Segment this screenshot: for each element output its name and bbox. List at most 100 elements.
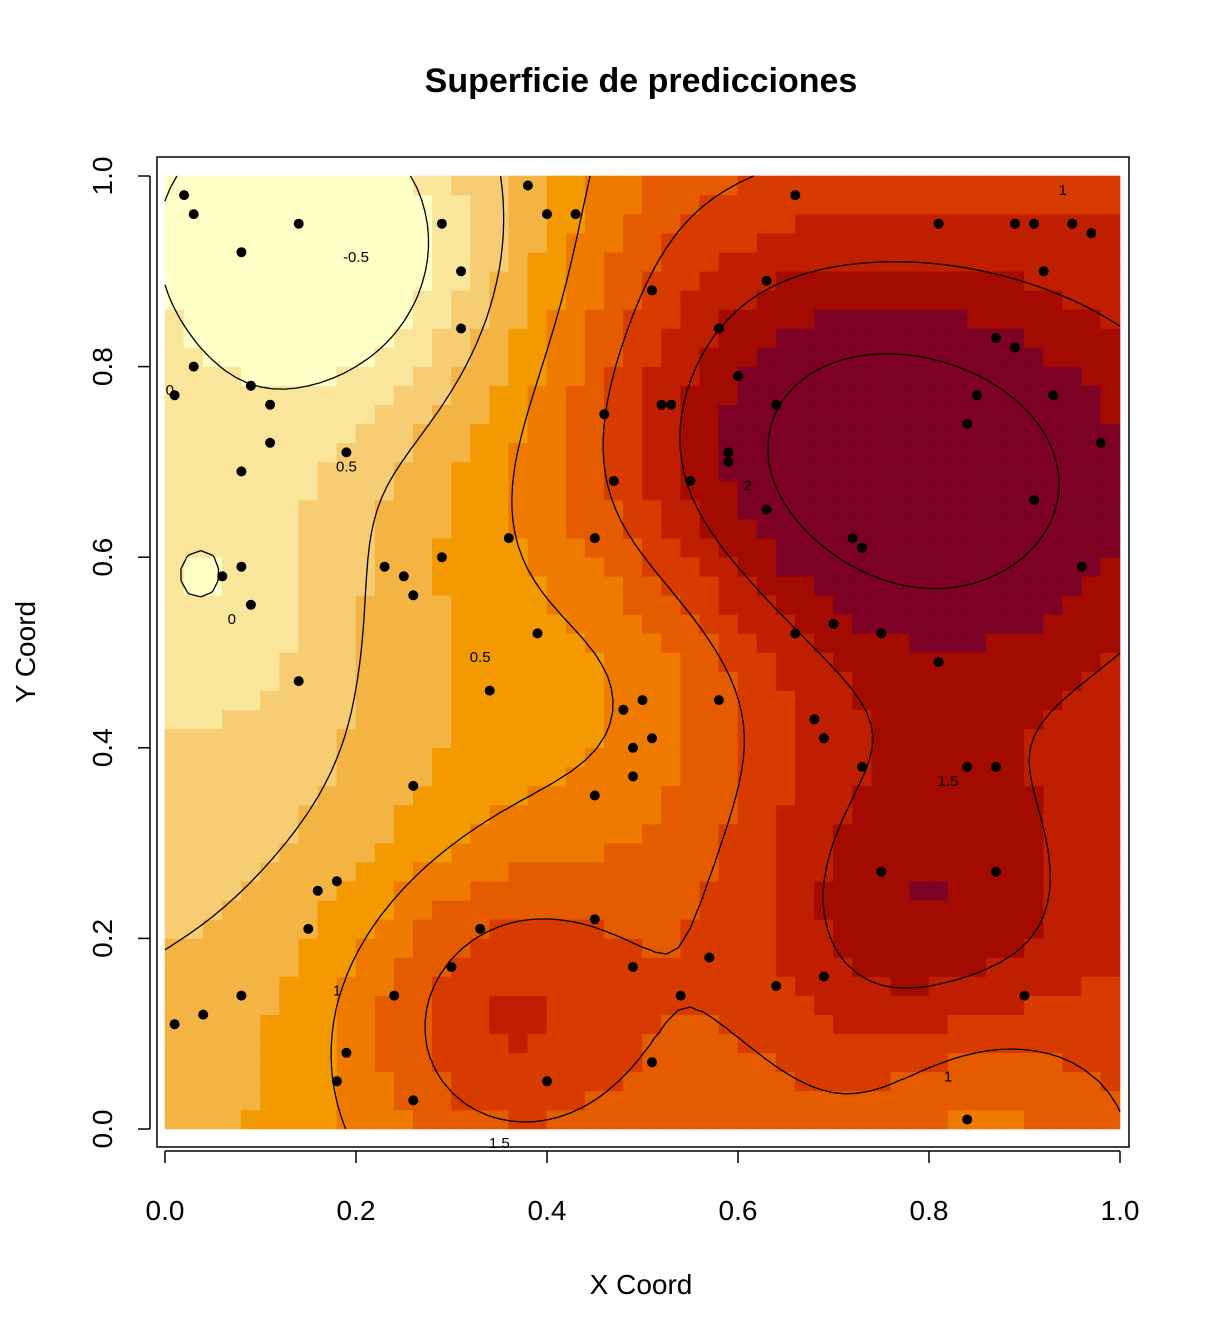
heatmap-cell xyxy=(623,709,643,730)
heatmap-cell xyxy=(947,728,968,749)
heatmap-cell xyxy=(623,842,643,863)
heatmap-cell xyxy=(1100,919,1121,939)
heatmap-cell xyxy=(584,328,605,348)
heatmap-cell xyxy=(183,194,204,215)
heatmap-cell xyxy=(336,899,357,920)
y-axis-label: Y Coord xyxy=(10,601,41,703)
heatmap-cell xyxy=(756,537,777,558)
heatmap-cell xyxy=(680,1014,701,1034)
heatmap-cell xyxy=(413,671,433,691)
heatmap-cell xyxy=(317,404,338,425)
heatmap-cell xyxy=(775,575,796,596)
heatmap-cell xyxy=(966,652,987,672)
heatmap-cell xyxy=(298,575,319,596)
heatmap-cell xyxy=(909,842,930,863)
heatmap-cell xyxy=(947,919,968,939)
heatmap-cell xyxy=(241,213,261,234)
heatmap-cell xyxy=(814,442,834,463)
heatmap-cell xyxy=(718,861,739,882)
heatmap-cell xyxy=(470,461,490,482)
heatmap-cell xyxy=(680,995,701,1015)
heatmap-cell xyxy=(680,1109,701,1130)
heatmap-cell xyxy=(947,633,968,653)
heatmap-cell xyxy=(355,328,376,348)
heatmap-cell xyxy=(661,1052,681,1073)
heatmap-cell xyxy=(1043,976,1063,996)
heatmap-cell xyxy=(241,442,261,463)
heatmap-cell xyxy=(871,842,892,863)
heatmap-cell xyxy=(1100,976,1121,996)
heatmap-cell xyxy=(833,404,853,425)
contour-label: 1 xyxy=(1059,182,1067,199)
heatmap-cell xyxy=(623,1090,643,1111)
heatmap-cell xyxy=(222,804,242,825)
heatmap-cell xyxy=(584,1071,605,1092)
heatmap-cell xyxy=(317,709,338,730)
heatmap-cell xyxy=(871,423,892,444)
heatmap-cell xyxy=(374,442,395,463)
heatmap-cell xyxy=(680,213,701,234)
heatmap-cell xyxy=(527,671,548,691)
heatmap-cell xyxy=(183,461,204,482)
heatmap-cell xyxy=(336,1014,357,1034)
heatmap-cell xyxy=(336,347,357,367)
heatmap-cell xyxy=(202,652,223,672)
heatmap-cell xyxy=(966,213,987,234)
heatmap-cell xyxy=(298,1033,319,1054)
heatmap-cell xyxy=(393,728,414,749)
heatmap-cell xyxy=(546,1014,567,1034)
heatmap-cell xyxy=(661,938,681,958)
heatmap-cell xyxy=(909,747,930,768)
heatmap-cell xyxy=(164,919,185,939)
heatmap-cell xyxy=(336,404,357,425)
heatmap-cell xyxy=(795,1014,815,1034)
heatmap-cell xyxy=(355,442,376,463)
heatmap-cell xyxy=(642,423,662,444)
heatmap-cell xyxy=(814,1052,834,1073)
heatmap-cell xyxy=(241,842,261,863)
heatmap-cell xyxy=(699,1052,720,1073)
heatmap-cell xyxy=(1005,766,1025,787)
heatmap-cell xyxy=(1062,690,1083,710)
heatmap-cell xyxy=(470,842,490,863)
heatmap-cell xyxy=(508,328,529,348)
heatmap-cell xyxy=(413,976,433,996)
heatmap-cell xyxy=(336,919,357,939)
heatmap-cell xyxy=(909,556,930,577)
heatmap-cell xyxy=(1043,1071,1063,1092)
heatmap-cell xyxy=(1024,842,1044,863)
heatmap-cell xyxy=(565,518,586,539)
heatmap-cell xyxy=(298,957,319,977)
heatmap-cell xyxy=(756,1071,777,1092)
heatmap-cell xyxy=(183,1033,204,1054)
heatmap-cell xyxy=(1062,1014,1083,1034)
heatmap-cell xyxy=(680,823,701,844)
heatmap-cell xyxy=(336,328,357,348)
contour-line xyxy=(767,353,1060,590)
heatmap-cell xyxy=(966,290,987,310)
heatmap-cell xyxy=(202,213,223,234)
heatmap-cell xyxy=(355,595,376,615)
heatmap-cell xyxy=(336,938,357,958)
heatmap-cell xyxy=(183,747,204,768)
heatmap-cell xyxy=(623,423,643,444)
heatmap-cell xyxy=(833,1052,853,1073)
heatmap-cell xyxy=(661,404,681,425)
heatmap-cell xyxy=(1005,404,1025,425)
heatmap-cell xyxy=(890,232,911,253)
heatmap-cell xyxy=(1024,976,1044,996)
heatmap-cell xyxy=(1062,766,1083,787)
heatmap-cell xyxy=(795,290,815,310)
data-point xyxy=(656,399,667,410)
heatmap-cell xyxy=(222,633,242,653)
heatmap-cell xyxy=(260,480,280,501)
heatmap-cell xyxy=(1100,1014,1121,1034)
heatmap-cell xyxy=(1005,823,1025,844)
heatmap-cell xyxy=(890,480,911,501)
heatmap-cell xyxy=(890,404,911,425)
heatmap-cell xyxy=(1081,194,1102,215)
heatmap-cell xyxy=(1081,995,1102,1015)
heatmap-cell xyxy=(202,480,223,501)
heatmap-cell xyxy=(508,404,529,425)
heatmap-cell xyxy=(393,804,414,825)
